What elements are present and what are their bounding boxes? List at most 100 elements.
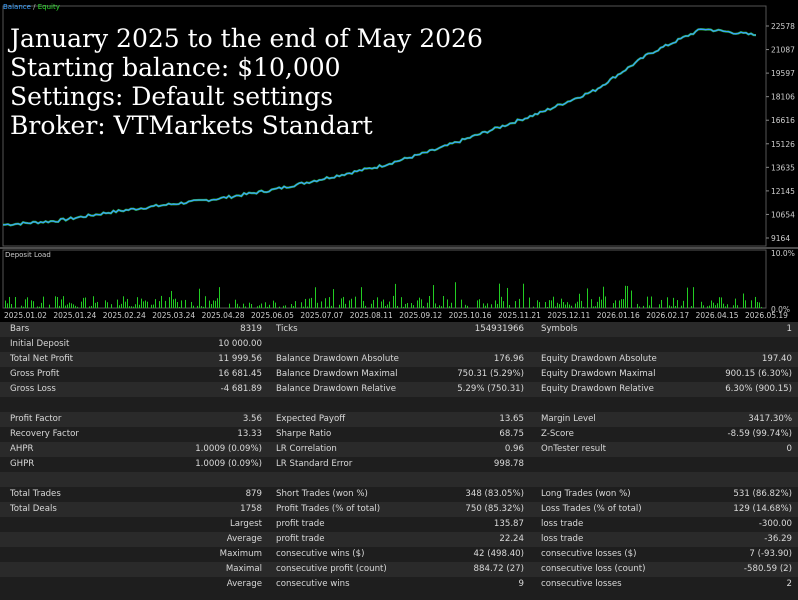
deposit-load-bar (623, 299, 624, 308)
deposit-load-bar (63, 296, 64, 308)
deposit-load-bar (365, 305, 366, 308)
deposit-load-bar (203, 306, 204, 308)
deposit-load-bar (433, 285, 434, 308)
label: consecutive losses ($) (541, 549, 637, 559)
label: Equity Drawdown Maximal (541, 369, 656, 379)
report-row-total-deals: Total Deals 1758 Profit Trades (% of tot… (0, 502, 798, 517)
deposit-load-bar (127, 298, 128, 308)
main-plot-frame (2, 5, 767, 247)
deposit-load-bar (25, 299, 26, 308)
deposit-load-bar (507, 287, 508, 308)
deposit-load-bar (199, 288, 200, 308)
value: 7 (-93.90) (749, 549, 792, 559)
label: Long Trades (won %) (541, 489, 631, 499)
deposit-load-bar (69, 302, 70, 308)
deposit-load-bar (495, 300, 496, 308)
value: 998.78 (493, 459, 524, 469)
balance-line (2, 28, 757, 226)
label: Total Deals (10, 504, 57, 514)
deposit-load-bar (39, 306, 40, 308)
deposit-load-bar (161, 295, 162, 308)
deposit-load-bar (155, 299, 156, 308)
deposit-load-bar (333, 289, 334, 308)
date-tick-label: 2025.11.21 (498, 311, 541, 320)
deposit-load-bar (401, 297, 402, 308)
deposit-load-bar (329, 297, 330, 308)
date-tick-label: 2025.12.11 (547, 311, 590, 320)
label: Profit Trades (% of total) (276, 504, 381, 514)
deposit-load-bar (675, 305, 676, 308)
value: -36.29 (764, 534, 792, 544)
deposit-load-bar (117, 299, 118, 308)
deposit-load-bar (341, 298, 342, 308)
deposit-load-bar (303, 306, 304, 308)
value: 3.56 (242, 414, 262, 424)
label: AHPR (10, 444, 34, 454)
deposit-load-bar (485, 305, 486, 308)
deposit-load-bar (451, 302, 452, 308)
deposit-load-bar (755, 296, 756, 308)
value: 1.0009 (0.09%) (195, 444, 262, 454)
value: 16 681.45 (218, 369, 262, 379)
deposit-axis-bottom-label: 0.0% (771, 305, 790, 314)
deposit-load-bar (201, 306, 202, 308)
deposit-load-bar (625, 285, 626, 308)
deposit-load-bar (301, 302, 302, 308)
deposit-load-bar (85, 297, 86, 308)
deposit-load-bar (213, 300, 214, 308)
deposit-load-bar (377, 297, 378, 308)
caption-broker: Broker: VTMarkets Standart (10, 111, 373, 140)
deposit-load-bar (553, 296, 554, 308)
legend-equity: Equity (37, 3, 60, 11)
deposit-load-bar (31, 300, 32, 308)
deposit-load-bar (627, 285, 628, 308)
deposit-load-bar (727, 304, 728, 308)
deposit-plot-frame (2, 249, 767, 309)
deposit-load-bar (15, 297, 16, 308)
report-row-average: Average profit trade 22.24 loss trade -3… (0, 532, 798, 547)
deposit-load-bar (687, 287, 688, 308)
deposit-load-bar (37, 306, 38, 308)
deposit-load-bar (733, 305, 734, 308)
deposit-load-bar (447, 299, 448, 308)
value: 0.96 (504, 444, 524, 454)
deposit-load-bar (175, 298, 176, 308)
deposit-load-bar (587, 288, 588, 308)
deposit-load-bar (43, 296, 44, 308)
label: Gross Loss (10, 384, 56, 394)
deposit-load-bar (307, 306, 308, 308)
label: Recovery Factor (10, 429, 79, 439)
deposit-load-bar (77, 306, 78, 308)
deposit-load-bar (141, 298, 142, 308)
deposit-load-bar (245, 306, 246, 308)
deposit-load-bar (757, 302, 758, 308)
price-tick-label: 15126 (771, 140, 795, 149)
deposit-load-bar (569, 304, 570, 308)
deposit-load-bar (249, 302, 250, 308)
value: 750 (85.32%) (465, 504, 524, 514)
value: -4 681.89 (220, 384, 262, 394)
deposit-load-bar (559, 304, 560, 308)
deposit-load-bar (309, 298, 310, 308)
deposit-load-bar (343, 296, 344, 308)
deposit-load-bar (603, 286, 604, 308)
label: Total Trades (10, 489, 61, 499)
deposit-load-bar (693, 287, 694, 308)
deposit-load-bar (417, 300, 418, 308)
value: 129 (14.68%) (733, 504, 792, 514)
report-row-profit-factor: Profit Factor 3.56 Expected Payoff 13.65… (0, 412, 798, 427)
date-tick-label: 2025.02.24 (103, 311, 146, 320)
deposit-load-bar (715, 305, 716, 308)
deposit-load-bar (9, 296, 10, 308)
date-tick-label: 2025.04.28 (202, 311, 245, 320)
deposit-load-bar (295, 301, 296, 308)
deposit-load-bar (197, 305, 198, 308)
deposit-load-bar (561, 298, 562, 308)
deposit-load-bar (185, 299, 186, 308)
deposit-load-bar (177, 302, 178, 308)
deposit-load-bar (397, 305, 398, 308)
date-tick-label: 2025.09.12 (399, 311, 442, 320)
deposit-load-bar (761, 306, 762, 308)
deposit-load-bar (265, 302, 266, 308)
deposit-load-bar (321, 301, 322, 308)
